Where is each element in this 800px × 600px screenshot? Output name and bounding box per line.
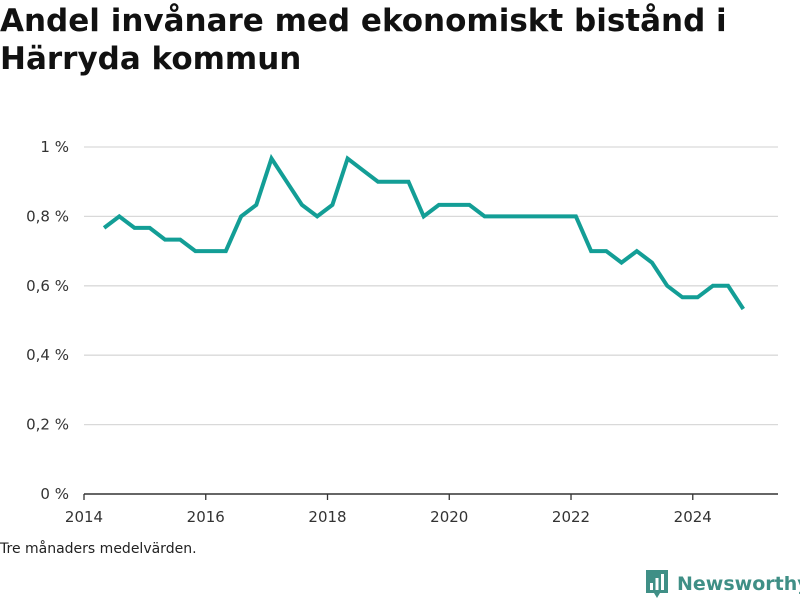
brand-logo: Newsworthy	[644, 568, 800, 600]
grid-lines	[84, 146, 778, 426]
x-tick-label: 2020	[430, 508, 468, 526]
chart-note: Tre månaders medelvärden.	[0, 541, 197, 557]
x-tick-label: 2014	[65, 508, 103, 526]
x-axis: 2014 2016 2018 2020 2022 2024	[65, 493, 778, 526]
chart-title: Andel invånare med ekonomiskt bistånd i …	[0, 3, 727, 77]
y-tick-label: 0,6 %	[26, 277, 69, 295]
y-tick-label: 0,8 %	[26, 207, 69, 225]
x-tick-label: 2022	[552, 508, 590, 526]
y-tick-label: 0 %	[40, 485, 69, 503]
series-line	[102, 153, 745, 311]
x-tick-label: 2024	[674, 508, 712, 526]
y-tick-label: 1 %	[40, 138, 69, 156]
y-tick-label: 0,2 %	[26, 416, 69, 434]
brand-name: Newsworthy	[677, 573, 800, 595]
x-tick-label: 2018	[308, 508, 346, 526]
y-axis-tick-labels: 0 % 0,2 % 0,4 % 0,6 % 0,8 % 1 %	[26, 138, 69, 503]
y-tick-label: 0,4 %	[26, 346, 69, 364]
newsworthy-logo-icon	[646, 570, 668, 598]
series-layer	[102, 153, 745, 311]
x-tick-label: 2016	[187, 508, 225, 526]
